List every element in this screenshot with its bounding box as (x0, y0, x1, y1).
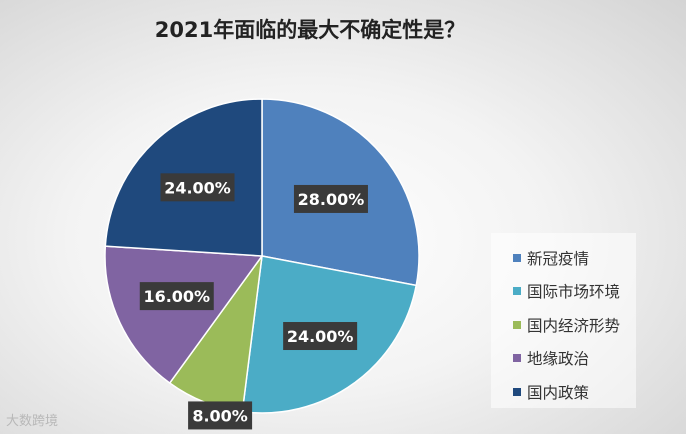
data-label-5: 24.00% (160, 173, 235, 202)
legend-item-5: 国内政策 (513, 375, 636, 409)
data-label-text: 28.00% (298, 190, 365, 209)
legend-swatch (513, 253, 521, 262)
data-label-box (283, 322, 358, 351)
data-label-box (293, 184, 368, 213)
legend-label: 新冠疫情 (527, 249, 590, 268)
legend: 新冠疫情国际市场环境 国内经济形势 地缘政治国内政策 (491, 233, 636, 408)
pie-slices (104, 98, 420, 414)
data-label-box (188, 401, 253, 430)
data-label-text: 16.00% (143, 287, 210, 306)
data-label-text: 8.00% (192, 406, 248, 425)
chart-title: 2021年面临的最大不确定性是？ (154, 18, 466, 42)
data-labels: 28.00% 24.00% 8.00% 16.00% 24.00% (139, 173, 368, 430)
legend-label: 国内经济形势 (527, 316, 621, 335)
data-label-4: 16.00% (139, 282, 214, 311)
data-label-2: 24.00% (283, 322, 358, 351)
legend-label: 国际市场环境 (527, 283, 621, 302)
legend-swatch (513, 320, 521, 329)
data-label-3: 8.00% (188, 401, 253, 430)
legend-item-3: 国内经济形势 (513, 308, 636, 342)
data-label-box (139, 282, 214, 311)
legend-label: 地缘政治 (527, 350, 590, 369)
legend-item-2: 国际市场环境 (513, 275, 636, 309)
legend-swatch (513, 387, 521, 396)
data-label-1: 28.00% (293, 184, 368, 213)
data-label-box (160, 173, 235, 202)
legend-label: 国内政策 (527, 383, 590, 402)
pie-slice-4 (104, 245, 264, 385)
legend-item-1: 新冠疫情 (513, 241, 636, 275)
legend-swatch (513, 354, 521, 363)
data-label-text: 24.00% (287, 327, 354, 346)
legend-item-4: 地缘政治 (513, 342, 636, 376)
legend-swatch (513, 287, 521, 296)
watermark: 大数跨境 (6, 414, 59, 429)
data-label-text: 24.00% (164, 178, 231, 197)
